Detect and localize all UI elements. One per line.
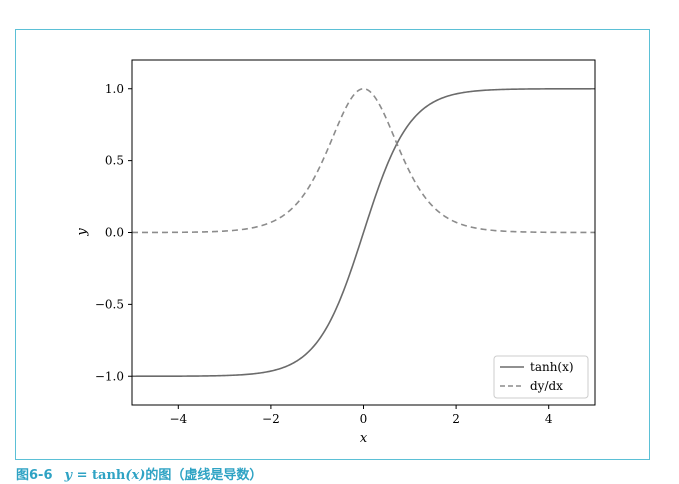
- caption-formula-var: y: [64, 468, 73, 483]
- x-tick-label: −4: [169, 412, 187, 426]
- x-tick-label: 2: [452, 412, 460, 426]
- tanh-chart: −4 −2 0 2 4 1.0 0.5 0.0 −0.5 −1.0 x y tanh(x) dy…: [75, 59, 596, 446]
- caption-formula-arg: (x): [125, 468, 146, 483]
- y-ticks: 1.0 0.5 0.0 −0.5 −1.0: [95, 82, 132, 383]
- figure-frame: −4 −2 0 2 4 1.0 0.5 0.0 −0.5 −1.0 x y tanh(x) dy…: [15, 29, 650, 460]
- caption-formula-eq: =: [72, 468, 93, 483]
- y-tick-label: −0.5: [95, 297, 124, 311]
- legend: tanh(x) dy/dx: [493, 355, 589, 399]
- series-layer: [132, 87, 595, 378]
- series-line-tanh: [132, 87, 595, 378]
- legend-label-tanh: tanh(x): [530, 360, 574, 374]
- y-tick-label: 0.5: [105, 154, 124, 168]
- caption-text: 的图（虚线是导数）: [145, 468, 263, 483]
- x-tick-label: 0: [360, 412, 368, 426]
- caption-number: 图6-6: [16, 468, 53, 483]
- legend-label-derivative: dy/dx: [530, 379, 563, 393]
- x-tick-label: −2: [262, 412, 280, 426]
- y-tick-label: 0.0: [105, 226, 124, 240]
- x-tick-label: 4: [545, 412, 553, 426]
- y-tick-label: −1.0: [95, 369, 124, 383]
- y-axis-label: y: [75, 228, 90, 237]
- x-ticks: −4 −2 0 2 4: [169, 405, 553, 426]
- x-axis-label: x: [360, 431, 368, 446]
- figure-caption: 图6-6 y = tanh(x)的图（虚线是导数）: [16, 464, 262, 483]
- y-tick-label: 1.0: [105, 82, 124, 96]
- caption-formula-func: tanh: [92, 468, 126, 483]
- caption-formula: y = tanh(x): [65, 468, 146, 483]
